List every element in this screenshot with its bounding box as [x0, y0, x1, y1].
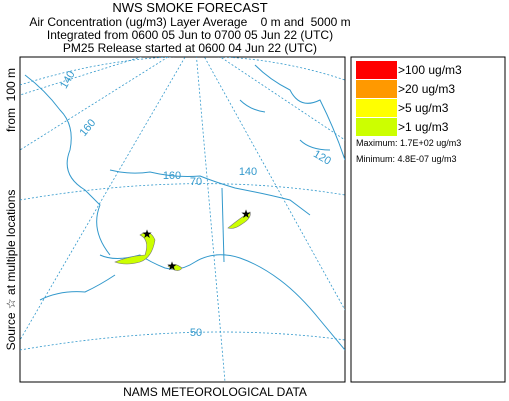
legend-label: >20 ug/m3 [398, 82, 455, 96]
legend-swatch [356, 118, 397, 136]
legend-label: >1 ug/m3 [398, 120, 449, 134]
legend: >100 ug/m3 >20 ug/m3 >5 ug/m3 >1 ug/m3 [356, 61, 462, 136]
side-label: Source ☆ at multiple locations from 100 … [4, 68, 18, 350]
meridian-label: 140 [239, 166, 257, 178]
legend-swatch [356, 80, 397, 98]
subtitle: Air Concentration (ug/m3) Layer Average … [29, 15, 350, 29]
plume [114, 232, 156, 265]
maximum: Maximum: 1.7E+02 ug/m3 [356, 138, 461, 148]
coastlines [24, 64, 345, 351]
legend-label: >100 ug/m3 [398, 63, 462, 77]
title: NWS SMOKE FORECAST [112, 0, 267, 15]
graticule [20, 57, 345, 382]
source-star: ★ [167, 259, 178, 273]
map-border [19, 56, 346, 383]
legend-label: >5 ug/m3 [398, 101, 449, 115]
minimum: Minimum: 4.8E-07 ug/m3 [356, 154, 457, 164]
footer: NAMS METEOROLOGICAL DATA [123, 385, 307, 399]
meridian-label: 160 [163, 170, 181, 182]
plume [167, 264, 183, 271]
legend-swatch [356, 61, 397, 79]
height-label: from 100 m [4, 68, 18, 132]
parallel-label: 50 [190, 327, 202, 339]
plumes: ★ ★ ★ [114, 207, 252, 273]
source-label: Source ☆ at multiple locations [4, 190, 18, 351]
parallel-label: 70 [190, 176, 202, 188]
legend-swatch [356, 99, 397, 117]
subtitle: Integrated from 0600 05 Jun to 0700 05 J… [47, 28, 333, 42]
source-star: ★ [241, 207, 252, 221]
plume [227, 211, 251, 229]
subtitle: PM25 Release started at 0600 04 Jun 22 (… [63, 41, 317, 55]
source-star: ★ [142, 227, 153, 241]
